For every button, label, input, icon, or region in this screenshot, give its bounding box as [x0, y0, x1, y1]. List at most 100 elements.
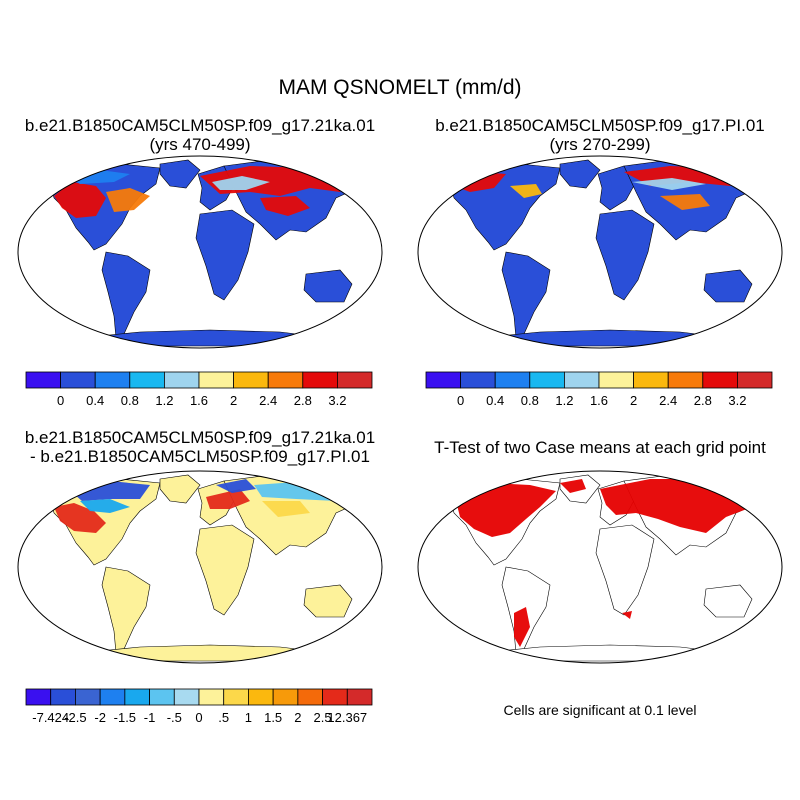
colorbar-diff-tick-label: 1.5 [264, 710, 282, 725]
map-ttest-field [560, 479, 586, 493]
map-ttest-field [514, 607, 530, 647]
map-ttest-land-australia [703, 584, 753, 618]
colorbar-diff-tick-label: 1 [245, 710, 252, 725]
colorbar-diff-swatch [50, 688, 76, 706]
colorbar-case2-swatch [494, 371, 531, 389]
colorbar-diff-swatch [75, 688, 101, 706]
map-case1 [17, 155, 383, 349]
map-diff-land-greenland [159, 474, 201, 504]
colorbar-case2-tick-label: 1.6 [590, 393, 608, 408]
colorbar-diff-swatch [124, 688, 150, 706]
colorbar-diff-tick-label: -.5 [167, 710, 182, 725]
map-case1-field [106, 188, 150, 212]
colorbar-diff-swatch [173, 688, 200, 706]
colorbar-diff-tick-label: 12.367 [327, 710, 367, 725]
figure-title: MAM QSNOMELT (mm/d) [278, 76, 522, 99]
map-diff-field [80, 499, 130, 513]
colorbar-case1-swatch [233, 371, 269, 389]
colorbar-case1-tick-label: 2.8 [294, 393, 312, 408]
colorbar-case2-swatch [667, 371, 704, 389]
map-case1-land-australia [303, 269, 353, 303]
panel-case2-title: b.e21.B1850CAM5CLM50SP.f09_g17.PI.01 (yr… [405, 116, 795, 154]
colorbar-diff-tick-label: 0 [195, 710, 202, 725]
colorbar-case1-swatch [198, 371, 234, 389]
colorbar-case1-swatch [163, 371, 200, 389]
panel-case1-title-line2: (yrs 470-499) [149, 135, 251, 154]
colorbar-diff-swatch [149, 688, 175, 706]
colorbar-diff-swatch [272, 688, 299, 706]
map-diff [17, 470, 383, 664]
map-case2-field [632, 178, 706, 190]
colorbar-diff-swatch [297, 688, 323, 706]
map-case2-field [510, 184, 542, 198]
map-diff-field [216, 479, 256, 493]
colorbar-diff-swatch [99, 688, 126, 706]
panel-diff-title-line2: - b.e21.B1850CAM5CLM50SP.f09_g17.PI.01 [30, 447, 370, 466]
colorbar-case2-swatch [598, 371, 634, 389]
colorbar-case2-tick-label: 0 [457, 393, 464, 408]
map-diff-land-africa [195, 524, 255, 616]
map-ttest-land-africa [595, 524, 655, 616]
map-diff-field [262, 501, 310, 517]
panel-case1-title: b.e21.B1850CAM5CLM50SP.f09_g17.21ka.01 (… [5, 116, 395, 154]
map-case2-land-northAmerica [449, 163, 561, 251]
map-case2-field [660, 194, 710, 210]
map-diff-field [206, 489, 250, 509]
map-case2-land-australia [703, 269, 753, 303]
colorbar-diff-tick-label: -2.5 [64, 710, 86, 725]
map-case1-land-africa [195, 209, 255, 301]
colorbar-case2-tick-label: 2 [630, 393, 637, 408]
map-ttest-field [454, 483, 556, 537]
colorbar-case1-swatch [336, 371, 373, 389]
colorbar-diff-tick-label: 2.5 [314, 710, 332, 725]
colorbar-case1-swatch [302, 371, 338, 389]
map-case2-land-greenland [559, 159, 601, 189]
colorbar-case2-tick-label: 2.8 [694, 393, 712, 408]
colorbar-case2-tick-label: 3.2 [728, 393, 746, 408]
colorbar-case2: 0 0.4 0.8 1.2 1.6 2 2.4 2.8 3.2 [425, 371, 773, 408]
colorbar-diff-swatch [25, 688, 52, 706]
colorbar-case1-tick-label: 0.4 [86, 393, 104, 408]
map-case1-land-southAmerica [101, 251, 151, 339]
colorbar-case2-swatch [736, 371, 773, 389]
colorbar-case2-swatch [460, 371, 496, 389]
map-case1-field [54, 182, 106, 218]
map-ttest-globe-outline [417, 470, 783, 664]
panel-diff-title: b.e21.B1850CAM5CLM50SP.f09_g17.21ka.01 -… [5, 428, 395, 466]
map-diff-globe-outline [17, 470, 383, 664]
colorbar-case1-tick-label: 3.2 [328, 393, 346, 408]
colorbar-case2-swatch [633, 371, 669, 389]
map-case1-globe-outline [17, 155, 383, 349]
colorbar-diff-tick-label: .5 [218, 710, 229, 725]
map-ttest-field [754, 617, 768, 633]
colorbar-diff-swatch [248, 688, 274, 706]
map-case1-field [260, 196, 310, 216]
map-case1-land-greenland [159, 159, 201, 189]
panel-case2-title-line2: (yrs 270-299) [549, 135, 651, 154]
map-ttest [417, 470, 783, 664]
map-case2-globe-outline [417, 155, 783, 349]
panel-case1-title-line1: b.e21.B1850CAM5CLM50SP.f09_g17.21ka.01 [24, 116, 376, 135]
colorbar-case2-swatch [529, 371, 565, 389]
colorbar-case1-tick-label: 1.6 [190, 393, 208, 408]
map-diff-field [54, 503, 106, 533]
colorbar-case1-tick-label: 0.8 [121, 393, 139, 408]
colorbar-case1-tick-label: 1.2 [155, 393, 173, 408]
map-case2-land-africa [595, 209, 655, 301]
colorbar-diff-swatch [346, 688, 373, 706]
colorbar-case2-tick-label: 1.2 [555, 393, 573, 408]
map-case1-field [212, 176, 270, 190]
colorbar-diff-swatch [223, 688, 249, 706]
colorbar-case2-tick-label: 0.8 [521, 393, 539, 408]
colorbar-diff-tick-label: -1 [144, 710, 156, 725]
map-ttest-field [622, 611, 632, 619]
colorbar-diff-tick-label: -7.424 [32, 710, 69, 725]
colorbar-case2-swatch [425, 371, 461, 389]
colorbar-case1-swatch [60, 371, 96, 389]
colorbar-diff: -7.424-2.5 -2 -1.5 -1 -.5 0 .5 1 1.5 2 2.512.367 [25, 688, 373, 725]
colorbar-case1-tick-label: 2 [230, 393, 237, 408]
colorbar-diff-tick-label: -2 [94, 710, 106, 725]
map-diff-land-australia [303, 584, 353, 618]
colorbar-case2-tick-label: 2.4 [659, 393, 677, 408]
significance-note: Cells are significant at 0.1 level [503, 702, 697, 718]
